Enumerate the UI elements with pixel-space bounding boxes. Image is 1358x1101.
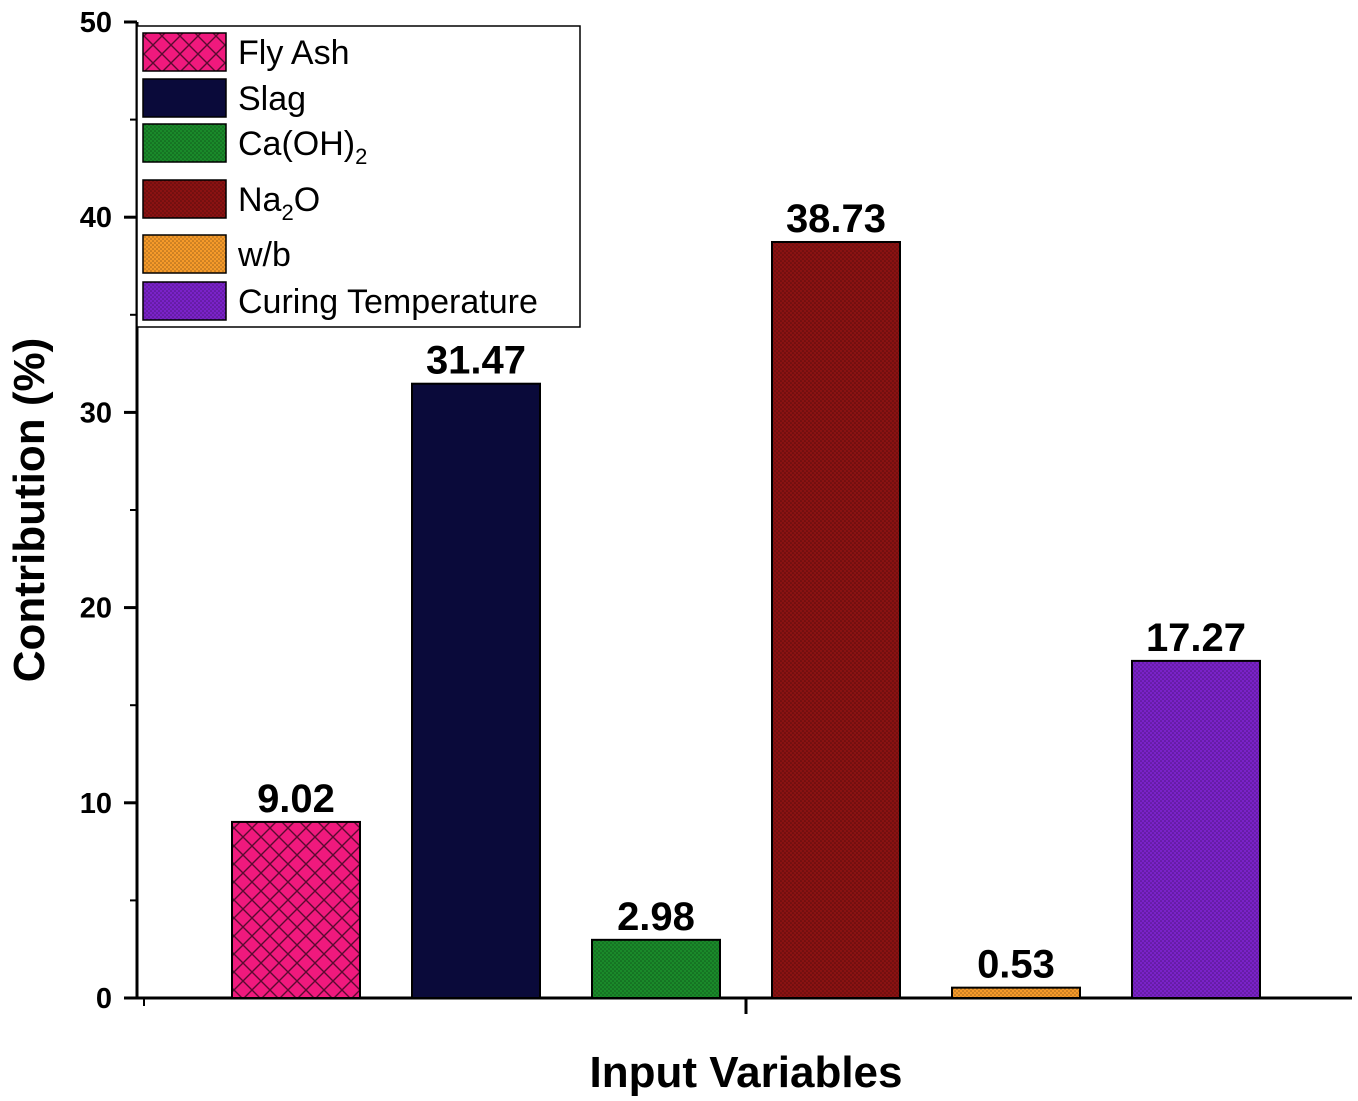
legend-swatch xyxy=(142,234,227,274)
bar-na2o xyxy=(771,240,901,999)
value-label: 9.02 xyxy=(257,777,335,821)
y-tick-label: 20 xyxy=(80,593,112,625)
legend-box xyxy=(136,25,581,328)
bar-slag xyxy=(411,382,541,999)
legend-label: Na2O xyxy=(238,181,320,225)
y-tick-label: 50 xyxy=(80,7,112,39)
y-tick-label: 30 xyxy=(80,397,112,429)
legend-label: Fly Ash xyxy=(238,34,349,72)
legend: Fly Ash Slag Ca(OH)2 Na2O w/b Curing Temperat… xyxy=(136,25,581,328)
legend-swatch xyxy=(142,32,227,72)
legend-swatch xyxy=(142,123,227,163)
y-ticks: 0 10 20 30 40 50 xyxy=(80,7,137,1015)
value-label: 2.98 xyxy=(617,895,695,939)
value-label: 17.27 xyxy=(1146,616,1246,660)
value-label: 0.53 xyxy=(977,943,1055,987)
bar-ca-oh-2 xyxy=(591,938,721,999)
y-tick-label: 10 xyxy=(80,788,112,820)
legend-label: Slag xyxy=(238,80,306,118)
legend-swatch xyxy=(142,78,227,118)
legend-label: w/b xyxy=(237,236,291,274)
legend-swatch xyxy=(142,281,227,321)
bar-curing-temperature xyxy=(1131,659,1261,999)
bar-w-b xyxy=(951,986,1081,1000)
x-axis-title: Input Variables xyxy=(590,1048,903,1097)
legend-label: Curing Temperature xyxy=(238,283,538,321)
bars xyxy=(231,240,1261,1000)
legend-swatch xyxy=(142,179,227,219)
value-labels: 9.02 31.47 2.98 38.73 0.53 17.27 xyxy=(257,197,1246,987)
y-tick-label: 0 xyxy=(96,983,112,1015)
value-label: 38.73 xyxy=(786,197,886,241)
y-tick-label: 40 xyxy=(80,202,112,234)
bar-fly-ash xyxy=(231,820,361,1000)
legend-label: Ca(OH)2 xyxy=(238,125,367,169)
y-axis-title: Contribution (%) xyxy=(5,338,54,683)
value-label: 31.47 xyxy=(426,339,526,383)
